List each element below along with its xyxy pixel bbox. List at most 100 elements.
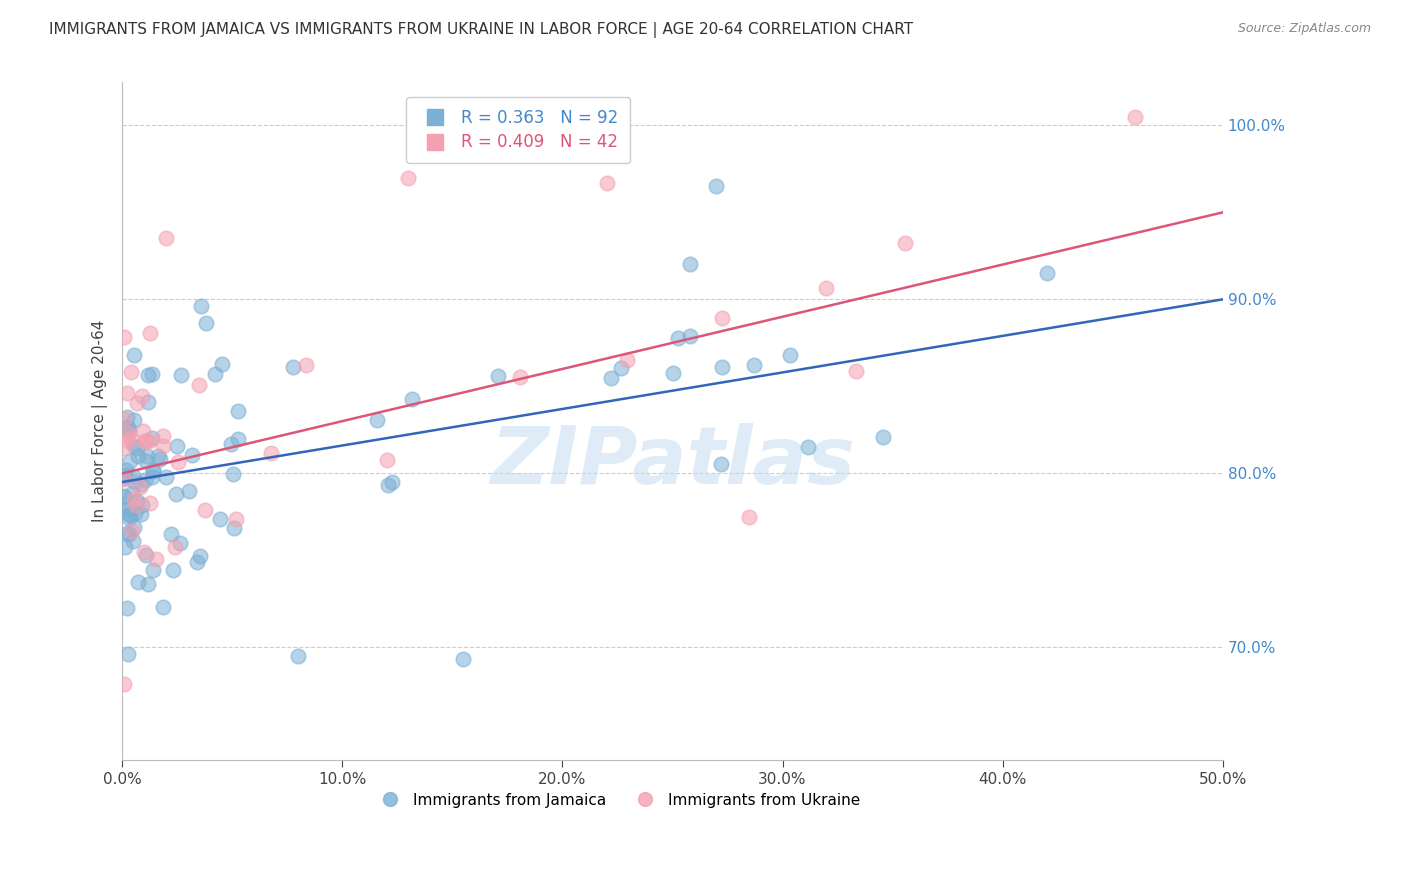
Point — [616, 352, 638, 367]
Point — [121, 468, 143, 483]
Point — [152, 599, 174, 614]
Point — [122, 412, 145, 426]
Point — [160, 527, 183, 541]
Point — [295, 359, 318, 373]
Point — [114, 540, 136, 554]
Point — [155, 231, 177, 245]
Point — [120, 432, 142, 446]
Point — [396, 170, 419, 185]
Point — [139, 496, 162, 510]
Point — [666, 331, 689, 345]
Point — [124, 506, 146, 520]
Point — [112, 329, 135, 343]
Point — [509, 370, 531, 384]
Point — [141, 367, 163, 381]
Point — [610, 360, 633, 375]
Point — [122, 348, 145, 362]
Point — [136, 368, 159, 383]
Point — [209, 512, 232, 526]
Point — [225, 512, 247, 526]
Point — [114, 463, 136, 477]
Point — [115, 601, 138, 615]
Point — [129, 507, 152, 521]
Point — [738, 509, 761, 524]
Point — [145, 552, 167, 566]
Point — [115, 526, 138, 541]
Point — [115, 386, 138, 401]
Point — [377, 452, 399, 467]
Point — [188, 549, 211, 564]
Point — [112, 412, 135, 426]
Point — [166, 439, 188, 453]
Point — [112, 471, 135, 485]
Point — [222, 467, 245, 482]
Point — [131, 498, 153, 512]
Point — [381, 475, 404, 490]
Point — [845, 364, 868, 378]
Point — [118, 454, 141, 468]
Point — [226, 432, 249, 446]
Point — [122, 439, 145, 453]
Point — [706, 179, 728, 194]
Point — [112, 677, 135, 691]
Point — [797, 440, 820, 454]
Point — [166, 455, 188, 469]
Point — [118, 511, 141, 525]
Point — [128, 480, 150, 494]
Point — [127, 494, 149, 508]
Point — [121, 486, 143, 500]
Point — [281, 360, 304, 375]
Point — [118, 507, 141, 521]
Point — [177, 483, 200, 498]
Point — [132, 424, 155, 438]
Point — [679, 329, 702, 343]
Point — [142, 464, 165, 478]
Point — [120, 508, 142, 522]
Point — [710, 458, 733, 472]
Point — [117, 419, 139, 434]
Point — [131, 389, 153, 403]
Point — [127, 574, 149, 589]
Point — [662, 367, 685, 381]
Point — [127, 449, 149, 463]
Point — [366, 413, 388, 427]
Point — [112, 441, 135, 455]
Point — [120, 365, 142, 379]
Point — [139, 326, 162, 340]
Point — [165, 487, 187, 501]
Point — [815, 281, 838, 295]
Text: IMMIGRANTS FROM JAMAICA VS IMMIGRANTS FROM UKRAINE IN LABOR FORCE | AGE 20-64 CO: IMMIGRANTS FROM JAMAICA VS IMMIGRANTS FR… — [49, 22, 914, 38]
Point — [122, 534, 145, 549]
Point — [121, 524, 143, 538]
Point — [170, 368, 193, 382]
Point — [894, 235, 917, 250]
Point — [486, 369, 509, 384]
Point — [1123, 110, 1146, 124]
Point — [112, 490, 135, 504]
Point — [138, 434, 160, 448]
Point — [744, 358, 766, 372]
Point — [142, 463, 165, 477]
Legend: Immigrants from Jamaica, Immigrants from Ukraine: Immigrants from Jamaica, Immigrants from… — [368, 787, 866, 814]
Point — [162, 563, 184, 577]
Point — [219, 437, 242, 451]
Point — [149, 451, 172, 466]
Point — [135, 454, 157, 468]
Point — [169, 535, 191, 549]
Point — [872, 430, 894, 444]
Point — [141, 470, 163, 484]
Point — [117, 501, 139, 516]
Point — [118, 424, 141, 438]
Point — [226, 403, 249, 417]
Point — [132, 545, 155, 559]
Point — [222, 521, 245, 535]
Point — [112, 472, 135, 486]
Point — [186, 555, 208, 569]
Point — [138, 395, 160, 409]
Point — [211, 357, 233, 371]
Point — [112, 468, 135, 483]
Point — [401, 392, 423, 407]
Point — [134, 434, 156, 448]
Point — [124, 475, 146, 490]
Point — [596, 176, 619, 190]
